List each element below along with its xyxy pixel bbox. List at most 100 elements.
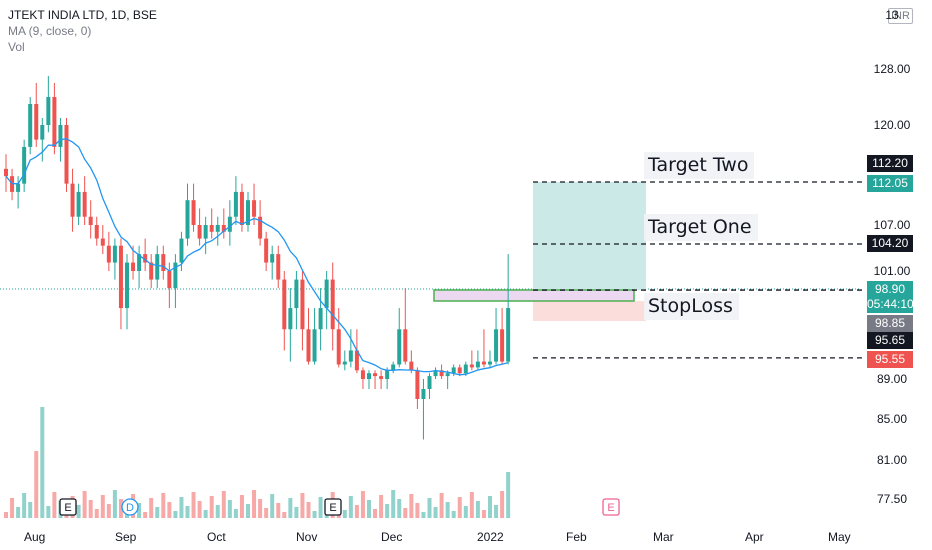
candle-body (451, 367, 456, 374)
volume-bar (506, 472, 511, 518)
candle-body (421, 389, 426, 399)
ma-indicator-label[interactable]: MA (9, close, 0) (8, 24, 92, 38)
volume-bar (306, 502, 311, 518)
candle-body (494, 329, 499, 362)
volume-bar (312, 511, 317, 518)
time-axis-label: Apr (745, 530, 764, 544)
candle-body (318, 308, 323, 330)
volume-indicator-label[interactable]: Vol (8, 40, 25, 54)
candle-body (82, 191, 87, 217)
dividend-icon (121, 498, 139, 516)
volume-bar (360, 491, 365, 518)
candle-body (112, 245, 117, 263)
target-two-close-tag: 112.05 (867, 175, 913, 192)
target-one-price-tag: 104.20 (867, 235, 913, 252)
volume-bar (270, 494, 275, 518)
price-axis-label: 77.50 (876, 492, 908, 506)
candle-body (203, 225, 208, 239)
volume-bar (215, 505, 220, 518)
target-two-label[interactable]: Target Two (644, 152, 755, 179)
candle-body (167, 271, 172, 289)
price-axis-label: 89.00 (876, 372, 908, 386)
volume-bar (34, 451, 39, 518)
stop-loss-label[interactable]: StopLoss (644, 293, 739, 320)
volume-bar (463, 506, 468, 518)
volume-bar (137, 503, 142, 518)
volume-bar (221, 491, 226, 518)
volume-bar (391, 490, 396, 518)
candle-body (367, 373, 371, 379)
target-lines (533, 181, 862, 359)
volume-bar (258, 499, 263, 518)
candle-body (22, 146, 27, 184)
volume-bar (143, 512, 148, 518)
trade-zones (433, 182, 646, 322)
volume-bar (173, 511, 178, 518)
candle-body (179, 238, 184, 263)
volume-bar (155, 507, 160, 518)
candle-body (227, 216, 232, 232)
candlesticks (4, 76, 511, 440)
candle-body (58, 125, 63, 147)
bar-countdown: 05:44:10 (867, 297, 914, 311)
candle-body (342, 361, 347, 365)
candle-body (4, 168, 8, 177)
candle-body (131, 262, 136, 271)
volume-bar (76, 505, 81, 518)
currency-badge[interactable]: INR (888, 8, 913, 24)
candle-body (233, 191, 238, 217)
candle-body (445, 373, 450, 377)
candle-body (70, 183, 75, 217)
candle-body (34, 104, 39, 140)
volume-bar (288, 498, 293, 518)
candle-body (403, 329, 408, 362)
candle-body (282, 279, 287, 330)
candle-body (433, 370, 438, 377)
candle-body (16, 183, 21, 192)
candle-body (239, 191, 244, 225)
time-axis-label: Aug (24, 530, 46, 544)
last-price: 98.90 (874, 282, 906, 296)
candle-body (360, 370, 365, 379)
candle-body (439, 370, 444, 377)
price-axis-label: 85.00 (876, 412, 908, 426)
volume-bar (40, 407, 45, 518)
candle-body (354, 350, 359, 371)
candle-body (143, 254, 148, 263)
last-price-tag: 98.90 05:44:10 (867, 281, 914, 313)
volume-bar (233, 509, 238, 518)
target-one-label[interactable]: Target One (644, 214, 758, 241)
volume-bar (161, 493, 166, 518)
event-marker-label: E (64, 502, 71, 514)
symbol-title[interactable]: JTEKT INDIA LTD, 1D, BSE (8, 8, 157, 22)
candle-body (64, 125, 69, 184)
candle-body (409, 361, 414, 371)
candle-body (391, 364, 396, 371)
time-axis-label: Mar (653, 530, 674, 544)
volume-bar (4, 512, 8, 518)
volume-bar (252, 490, 257, 518)
volume-bar (112, 490, 117, 518)
volume-bar (197, 501, 202, 518)
volume-bar (88, 500, 93, 518)
earnings-icon (59, 498, 77, 516)
candle-body (475, 361, 480, 368)
volume-bar (318, 497, 323, 518)
candle-body (197, 225, 202, 239)
candle-body (415, 370, 420, 399)
target-zone (533, 182, 646, 291)
volume-bar (348, 496, 353, 518)
volume-bar (28, 502, 33, 518)
candle-body (276, 254, 281, 280)
volume-bar (409, 494, 414, 518)
time-axis-label: Sep (115, 530, 137, 544)
volume-bar (100, 495, 105, 518)
time-axis-label: 2022 (477, 530, 504, 544)
volume-bar (354, 505, 359, 518)
volume-bar (427, 498, 432, 518)
volume-bar (264, 508, 269, 518)
volume-bar (246, 504, 250, 518)
volume-bar (457, 497, 462, 518)
candle-body (88, 216, 93, 225)
